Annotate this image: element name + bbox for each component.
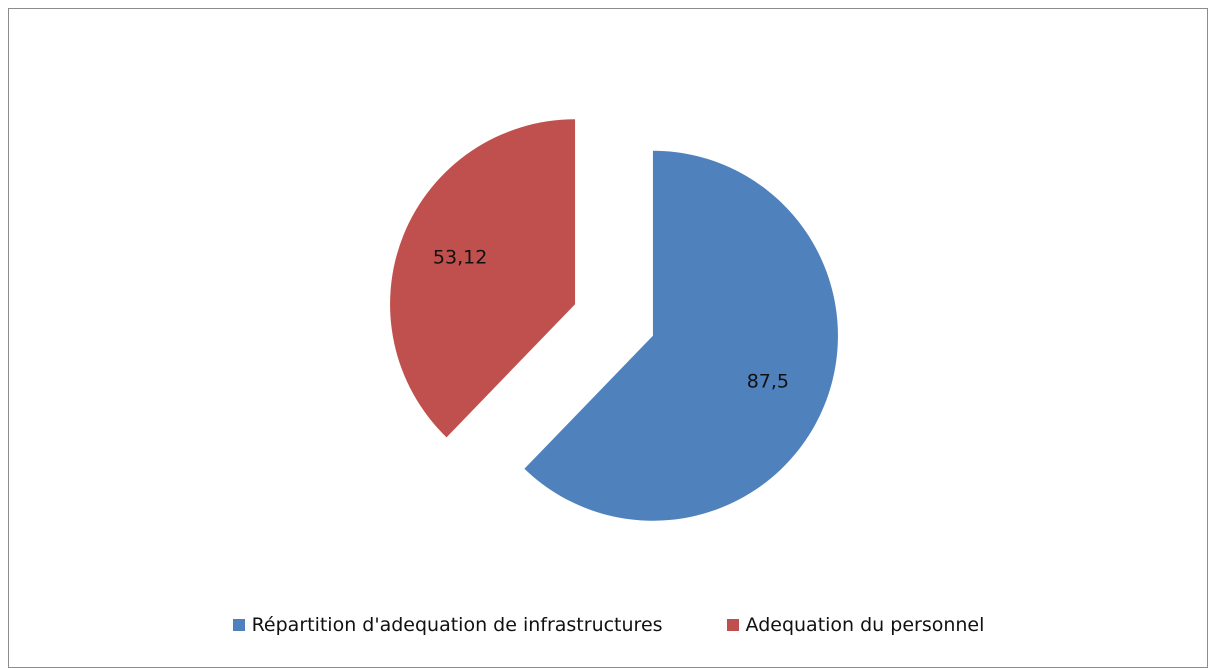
data-label-0: 87,5 — [747, 371, 789, 393]
pie-slice-0 — [524, 150, 838, 521]
legend-swatch-infrastructures — [232, 619, 245, 631]
pie-slice-1 — [390, 119, 576, 438]
pie-data-labels: 87,5 53,12 — [433, 246, 789, 392]
legend-swatch-personnel — [726, 619, 739, 631]
chart-frame — [8, 8, 1208, 668]
legend-item-infrastructures: Répartition d'adequation de infrastructu… — [232, 614, 663, 636]
legend-label-infrastructures: Répartition d'adequation de infrastructu… — [251, 614, 663, 636]
pie-slices — [390, 119, 838, 521]
data-label-1: 53,12 — [433, 246, 487, 268]
chart-legend: Répartition d'adequation de infrastructu… — [0, 614, 1217, 636]
legend-label-personnel: Adequation du personnel — [745, 614, 985, 636]
legend-item-personnel: Adequation du personnel — [726, 614, 985, 636]
